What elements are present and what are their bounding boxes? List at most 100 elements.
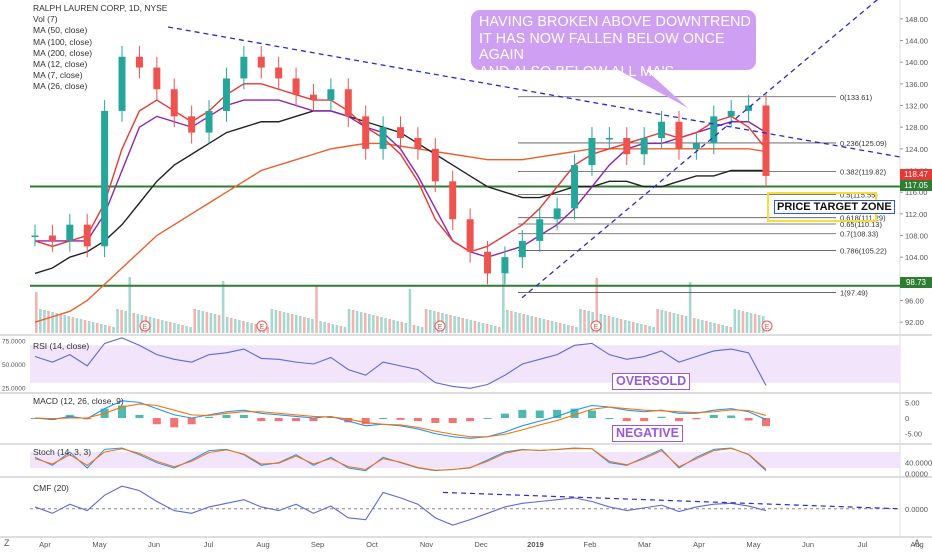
volume-bar (493, 326, 497, 333)
macd-histogram-bar (135, 414, 144, 418)
volume-bar (701, 320, 704, 333)
volume-bar (627, 321, 631, 333)
volume-bar (185, 326, 188, 333)
callout-annotation[interactable]: HAVING BROKEN ABOVE DOWNTREND IT HAS NOW… (471, 10, 756, 80)
volume-bar (644, 325, 647, 333)
candle-body (101, 110, 109, 247)
candle-body (658, 121, 666, 138)
macd-tick-label: -5.00 (905, 430, 922, 439)
legend-item-ma200[interactable]: MA (200, close) (33, 47, 93, 58)
earnings-marker-icon (256, 320, 268, 332)
y-tick-label: 124.00 (905, 145, 928, 154)
y-tick-label: 92.00 (905, 318, 924, 327)
macd-tick-label: 0 (905, 414, 909, 423)
ma-line-ma-200-close- (34, 142, 767, 323)
volume-bar (246, 322, 249, 333)
volume-bar (152, 318, 156, 333)
volume-bar (270, 309, 274, 333)
volume-bar (156, 319, 160, 333)
legend-title: RALPH LAUREN CORP, 1D, NYSE (33, 3, 168, 13)
volume-bar (181, 325, 184, 333)
volume-bar (668, 312, 672, 333)
volume-bar (745, 312, 749, 333)
volume-bar (274, 310, 278, 333)
negative-label[interactable]: NEGATIVE (612, 425, 683, 442)
volume-bar (396, 321, 400, 333)
volume-bar (339, 326, 343, 333)
legend-item-ma7[interactable]: MA (7, close) (33, 70, 83, 81)
volume-bar (672, 313, 676, 333)
volume-bar (327, 323, 330, 333)
cmf-pane-title: CMF (20) (33, 483, 69, 493)
volume-bar (47, 311, 50, 333)
volume-bar (254, 324, 257, 333)
volume-bar (445, 314, 448, 333)
legend-item-ma12[interactable]: MA (12, close) (33, 59, 88, 70)
volume-bar (680, 315, 684, 333)
volume-bar (676, 314, 680, 333)
legend-item-ma100[interactable]: MA (100, close) (33, 36, 93, 47)
volume-bar (311, 319, 314, 333)
macd-histogram-bar (622, 418, 631, 422)
macd-tick-label: 5.00 (905, 398, 920, 407)
volume-bar (648, 326, 651, 333)
volume-bar (408, 289, 412, 333)
volume-bar (542, 319, 546, 333)
candle-body (466, 219, 474, 252)
auto-scale-icon[interactable]: A (914, 538, 921, 548)
legend-item-ma26[interactable]: MA (26, close) (33, 81, 88, 92)
volume-bar (368, 314, 371, 333)
macd-histogram-bar (257, 418, 266, 422)
volume-bar (347, 309, 351, 333)
legend-item-vol[interactable]: Vol (7) (33, 14, 58, 25)
candle-body (48, 235, 56, 241)
x-tick-label: Jun (148, 540, 160, 549)
macd-histogram-bar (500, 413, 509, 418)
volume-bar (43, 310, 46, 333)
candle-body (710, 116, 718, 144)
candle-body (745, 105, 753, 111)
volume-bar (465, 319, 469, 333)
volume-bar (201, 311, 205, 333)
volume-bar (205, 312, 209, 333)
volume-bar (526, 315, 529, 333)
volume-bar (323, 322, 326, 333)
volume-bar (372, 315, 375, 333)
candle-body (414, 138, 422, 149)
cmf-line (34, 485, 767, 526)
volume-bar (351, 310, 355, 333)
macd-histogram-bar (344, 418, 353, 423)
volume-bar (615, 318, 619, 333)
volume-bar (717, 324, 720, 333)
volume-bar (197, 310, 201, 333)
macd-histogram-bar (118, 405, 127, 418)
volume-bar (359, 312, 363, 333)
earnings-marker-icon (590, 320, 602, 332)
x-tick-label: Nov (420, 540, 434, 549)
y-tick-label: 96.00 (905, 297, 924, 306)
volume-bar (489, 325, 493, 333)
price-target-zone-box[interactable]: PRICE TARGET ZONE (767, 192, 895, 222)
fib-level-label: 0.382(119.82) (840, 167, 887, 176)
candle-body (309, 94, 317, 101)
candle-body (327, 89, 335, 101)
oversold-label[interactable]: OVERSOLD (612, 373, 691, 390)
candle-body (135, 56, 143, 68)
legend-item-ma50[interactable]: MA (50, close) (33, 25, 88, 36)
callout-pointer (600, 60, 688, 108)
candle-body (153, 67, 161, 90)
volume-bar (319, 321, 322, 333)
macd-histogram-bar (170, 418, 179, 428)
candle-body (536, 219, 544, 241)
x-tick-label: May (92, 540, 106, 549)
macd-histogram-bar (361, 418, 370, 425)
volume-bar (282, 312, 286, 333)
volume-bar (189, 327, 192, 333)
volume-bar (538, 318, 542, 333)
volume-bar (640, 324, 643, 333)
zoom-icon[interactable]: Z (4, 538, 10, 548)
callout-line-2: IT HAS NOW FALLEN BELOW ONCE AGAIN (479, 30, 725, 64)
volume-bar (404, 323, 408, 333)
x-tick-label: Mar (638, 540, 651, 549)
